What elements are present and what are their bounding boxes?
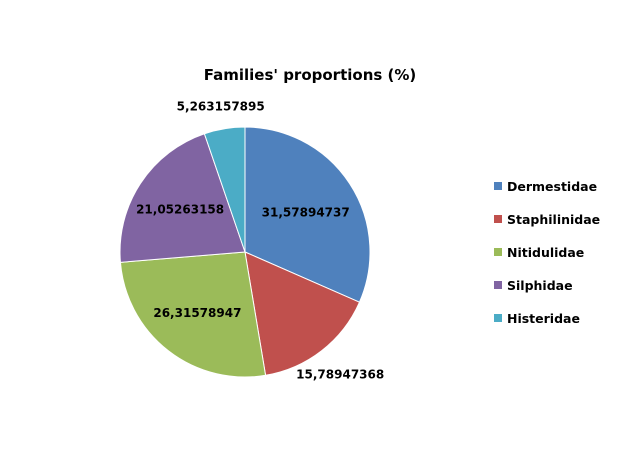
- data-label-silphidae: 21,05263158: [136, 203, 224, 217]
- pie-slice-nitidulidae: [119, 251, 267, 378]
- pie-slice-silphidae: [119, 133, 246, 263]
- pie-slices: [119, 126, 371, 378]
- legend-label-staphilinidae: Staphilinidae: [507, 212, 600, 227]
- legend-label-dermestidae: Dermestidae: [507, 179, 597, 194]
- pie-data-labels: 31,57894737 15,78947368 26,31578947 21,0526…: [136, 100, 384, 382]
- legend-swatch-staphilinidae: [494, 215, 502, 223]
- chart-legend: Dermestidae Staphilinidae Nitidulidae Silph…: [494, 179, 600, 326]
- data-label-histeridae: 5,263157895: [177, 100, 265, 114]
- legend-label-histeridae: Histeridae: [507, 311, 580, 326]
- pie-slice-histeridae: [203, 126, 246, 253]
- legend-swatch-nitidulidae: [494, 248, 502, 256]
- pie-slice-dermestidae: [244, 126, 371, 303]
- pie-slice-staphilinidae: [244, 251, 361, 376]
- legend-label-silphidae: Silphidae: [507, 278, 573, 293]
- data-label-staphilinidae: 15,78947368: [296, 367, 384, 381]
- legend-label-nitidulidae: Nitidulidae: [507, 245, 584, 260]
- data-label-dermestidae: 31,57894737: [262, 205, 350, 219]
- legend-swatch-dermestidae: [494, 182, 502, 190]
- chart-title: Families' proportions (%): [204, 66, 417, 84]
- legend-swatch-silphidae: [494, 281, 502, 289]
- data-label-nitidulidae: 26,31578947: [153, 306, 241, 320]
- legend-swatch-histeridae: [494, 314, 502, 322]
